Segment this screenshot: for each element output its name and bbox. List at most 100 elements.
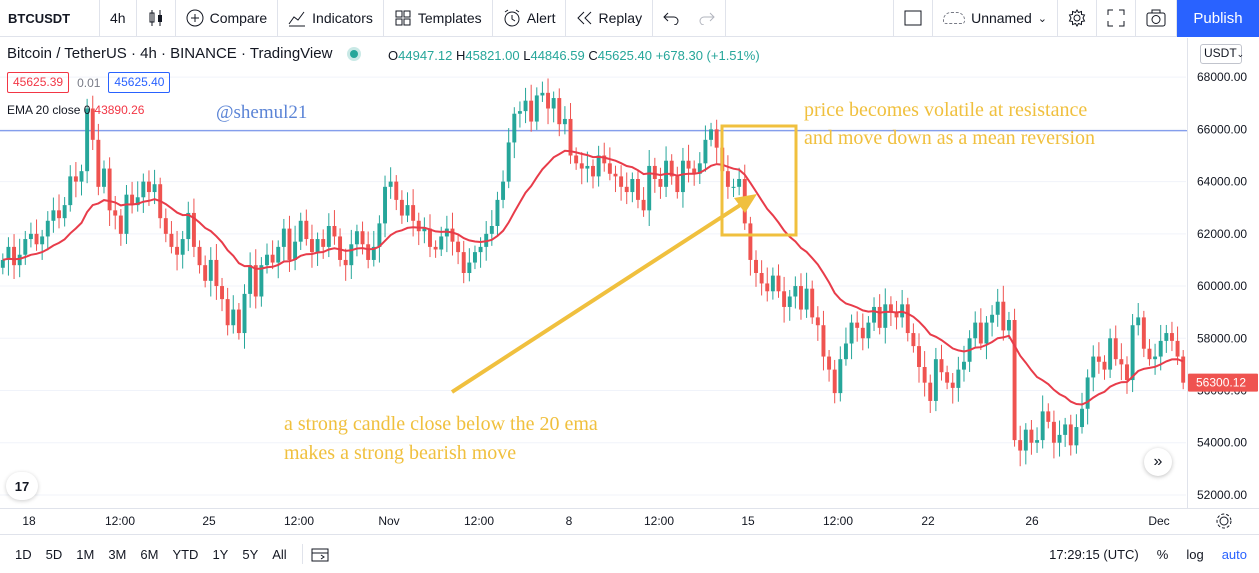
chart-type-button[interactable] xyxy=(137,0,176,37)
candle-body xyxy=(1057,434,1062,443)
candle-body xyxy=(1006,320,1011,331)
interval-button[interactable]: 4h xyxy=(100,0,137,37)
price-tick-label: 62000.00 xyxy=(1197,227,1247,241)
candle-body xyxy=(894,312,899,318)
time-tick-label: 12:00 xyxy=(464,514,494,528)
range-button[interactable]: All xyxy=(272,546,287,562)
camera-icon xyxy=(1146,9,1166,27)
scroll-to-realtime-button[interactable]: » xyxy=(1144,448,1172,476)
candle-body xyxy=(383,186,387,224)
candle-body xyxy=(832,369,837,394)
candle-body xyxy=(180,239,185,255)
price-axis[interactable] xyxy=(1187,38,1259,508)
redo-button[interactable] xyxy=(689,0,727,37)
time-axis[interactable]: 18 12:00 25 12:00 Nov 12:00 8 12:00 15 12:00 22 26 D… xyxy=(0,508,1259,533)
undo-button[interactable] xyxy=(653,0,689,37)
open-label: O xyxy=(388,48,399,63)
candle-body xyxy=(478,246,483,253)
candle-body xyxy=(472,252,477,263)
candle-body xyxy=(607,163,612,174)
range-button[interactable]: 1Y xyxy=(212,546,229,562)
currency-select[interactable]: USDT⌄ xyxy=(1200,44,1244,64)
compare-button[interactable]: Compare xyxy=(176,0,279,37)
candle-body xyxy=(169,233,174,247)
cloud-icon xyxy=(943,12,966,24)
templates-button[interactable]: Templates xyxy=(384,0,493,37)
candle-body xyxy=(523,100,528,112)
range-button[interactable]: 5Y xyxy=(242,546,259,562)
candle-body xyxy=(411,205,416,221)
candle-body xyxy=(113,210,118,216)
ema-legend[interactable]: EMA 20 close 0 43890.26 xyxy=(7,103,144,117)
sell-button[interactable]: 45625.39 xyxy=(7,72,70,93)
auto-toggle[interactable]: auto xyxy=(1221,546,1247,562)
candle-body xyxy=(770,275,775,292)
ema-20-line xyxy=(2,149,1184,406)
candle-body xyxy=(787,296,792,307)
candle-body xyxy=(309,239,314,253)
candle-body xyxy=(737,179,742,187)
replay-label: Replay xyxy=(598,10,643,26)
range-button[interactable]: 3M xyxy=(108,546,127,562)
candle-body xyxy=(422,228,427,232)
range-button[interactable]: 1D xyxy=(15,546,32,562)
close-value: 45625.40 xyxy=(597,48,652,63)
candle-body xyxy=(928,382,933,401)
candle-body xyxy=(130,194,135,206)
range-button[interactable]: 6M xyxy=(140,546,159,562)
candle-body xyxy=(647,165,652,211)
candle-body xyxy=(990,314,995,323)
candle-body xyxy=(686,160,691,169)
indicators-button[interactable]: Indicators xyxy=(278,0,384,37)
symbol-search[interactable]: BTCUSDT xyxy=(0,0,100,37)
percent-toggle[interactable]: % xyxy=(1156,546,1169,562)
candle-body xyxy=(557,98,562,125)
candle-body xyxy=(692,168,697,174)
buy-button[interactable]: 45625.40 xyxy=(108,72,171,93)
candle-body xyxy=(489,226,494,234)
price-chart[interactable]: 68000.00 66000.00 64000.00 62000.00 60000.00… xyxy=(0,38,1259,508)
settings-button[interactable] xyxy=(1058,0,1097,37)
candle-body xyxy=(855,322,860,328)
range-button[interactable]: YTD xyxy=(172,546,199,562)
log-toggle[interactable]: log xyxy=(1186,546,1204,562)
resistance-zone-box xyxy=(720,124,798,237)
change-value: +678.30 (+1.51%) xyxy=(655,48,760,63)
candle-body xyxy=(1046,411,1051,422)
square-icon xyxy=(904,10,922,26)
fullscreen-button[interactable] xyxy=(1097,0,1136,37)
candle-body xyxy=(175,246,180,255)
candle-body xyxy=(1012,320,1017,441)
clock[interactable]: 17:29:15 (UTC) xyxy=(1049,546,1139,562)
time-tick-label: 8 xyxy=(566,514,573,528)
candle-body xyxy=(501,181,506,200)
replay-button[interactable]: Replay xyxy=(566,0,654,37)
candle-body xyxy=(877,306,882,328)
price-tick-label: 58000.00 xyxy=(1197,331,1247,345)
symbol-legend[interactable]: Bitcoin / TetherUS · 4h · BINANCE · Trad… xyxy=(7,45,359,62)
candle-body xyxy=(416,220,421,232)
range-button[interactable]: 5D xyxy=(45,546,63,562)
layout-name-label: Unnamed xyxy=(971,10,1032,26)
candle-body xyxy=(17,254,22,266)
candle-body xyxy=(945,372,950,383)
alert-button[interactable]: Alert xyxy=(493,0,567,37)
candle-body xyxy=(349,244,354,266)
range-button[interactable]: 1M xyxy=(76,546,95,562)
candle-body xyxy=(1175,340,1180,357)
layout-button[interactable] xyxy=(893,0,934,37)
candle-body xyxy=(197,246,202,266)
price-tick-label: 66000.00 xyxy=(1197,122,1247,136)
layout-name-button[interactable]: Unnamed ⌄ xyxy=(933,0,1058,37)
candle-body xyxy=(439,236,444,250)
publish-button[interactable]: Publish xyxy=(1177,0,1259,37)
candles-icon xyxy=(149,10,162,26)
tradingview-logo[interactable]: 17 xyxy=(6,472,38,500)
goto-date-icon[interactable] xyxy=(311,546,329,562)
candle-body xyxy=(354,231,359,245)
candle-body xyxy=(85,108,90,172)
candle-body xyxy=(669,160,674,177)
snapshot-button[interactable] xyxy=(1136,0,1177,37)
candle-body xyxy=(506,142,511,182)
bottom-toolbar: 1D 5D 1M 3M 6M YTD 1Y 5Y All 17:29:15 (UTC) % lo… xyxy=(0,534,1259,573)
